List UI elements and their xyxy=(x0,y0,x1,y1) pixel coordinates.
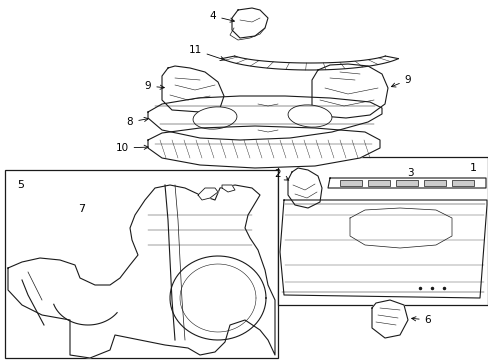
Polygon shape xyxy=(8,185,274,358)
Polygon shape xyxy=(349,208,451,248)
Polygon shape xyxy=(222,185,235,192)
Bar xyxy=(5,170,278,358)
Bar xyxy=(367,180,389,186)
Polygon shape xyxy=(148,96,381,140)
Bar xyxy=(423,180,445,186)
Polygon shape xyxy=(371,300,407,338)
Text: 7: 7 xyxy=(78,204,85,214)
Bar xyxy=(339,180,361,186)
Text: 1: 1 xyxy=(469,163,476,173)
Polygon shape xyxy=(221,56,398,70)
Polygon shape xyxy=(148,126,379,168)
Text: 6: 6 xyxy=(411,315,430,325)
Text: 11: 11 xyxy=(188,45,224,60)
Text: 3: 3 xyxy=(406,168,412,178)
Bar xyxy=(278,157,487,305)
Text: 8: 8 xyxy=(126,117,148,127)
Text: 10: 10 xyxy=(115,143,148,153)
Text: 4: 4 xyxy=(209,11,234,22)
Polygon shape xyxy=(327,178,485,188)
Text: 2: 2 xyxy=(274,169,288,180)
Text: 9: 9 xyxy=(391,75,410,87)
Ellipse shape xyxy=(287,105,331,127)
Polygon shape xyxy=(198,188,218,200)
Text: 9: 9 xyxy=(144,81,164,91)
Polygon shape xyxy=(280,200,486,298)
Polygon shape xyxy=(162,66,224,112)
Ellipse shape xyxy=(193,107,237,129)
Bar xyxy=(451,180,473,186)
Bar xyxy=(395,180,417,186)
Polygon shape xyxy=(231,8,267,38)
Text: 5: 5 xyxy=(17,180,24,190)
Polygon shape xyxy=(287,168,321,208)
Polygon shape xyxy=(311,64,387,118)
